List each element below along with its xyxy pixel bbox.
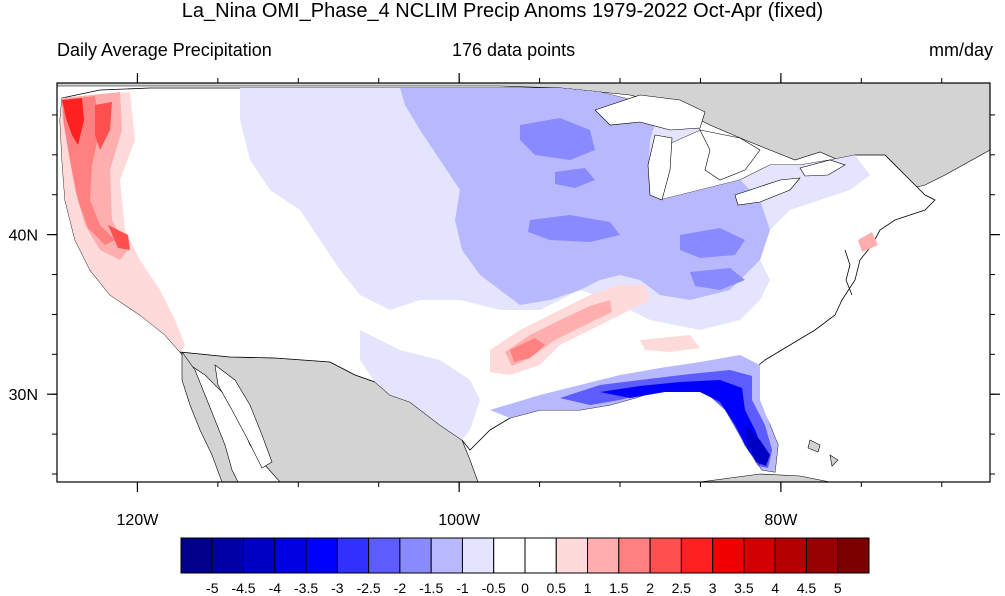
colorbar-swatch <box>430 537 463 574</box>
bahamas-islands <box>807 439 839 467</box>
chesapeake-bay <box>844 249 853 296</box>
cuba-island <box>699 473 831 482</box>
lake-huron <box>699 129 761 181</box>
colorbar-swatch <box>649 537 682 574</box>
colorbar-label: -4 <box>269 580 282 596</box>
colorbar-swatch <box>243 537 276 574</box>
colorbar-swatch <box>274 537 307 574</box>
colorbar-swatch <box>368 537 401 574</box>
data-count-label: 176 data points <box>452 40 576 60</box>
anomaly-blue-patch-oh <box>680 228 745 258</box>
colorbar-swatch <box>555 537 589 574</box>
y-tick-label: 30N <box>9 387 38 404</box>
anomaly-florida-darkest <box>745 425 770 466</box>
map-frame <box>56 82 991 483</box>
lake-superior <box>594 94 706 131</box>
colorbar: -5 -4.5 -4 -3.5 -3 -2.5 -2 -1.5 -1 -0.5 0 0.5 1 1.5 2 2… <box>180 537 870 596</box>
colorbar-label: 4 <box>771 580 779 596</box>
colorbar-label: -4.5 <box>231 580 255 596</box>
x-tick-label: 80W <box>764 512 798 529</box>
colorbar-label: 5 <box>834 580 842 596</box>
lake-michigan <box>647 134 673 201</box>
colorbar-swatch <box>774 537 807 574</box>
anomaly-nj-pink <box>858 232 878 252</box>
x-tick-label: 120W <box>117 512 160 529</box>
map-field <box>57 83 990 482</box>
colorbar-swatch <box>837 537 870 574</box>
colorbar-label: 3 <box>709 580 717 596</box>
map-title: La_Nina OMI_Phase_4 NCLIM Precip Anoms 1… <box>181 0 824 22</box>
colorbar-swatch <box>805 537 839 574</box>
anomaly-pale-blue-south <box>360 330 480 440</box>
colorbar-label: -5 <box>206 580 219 596</box>
colorbar-swatch <box>524 537 557 574</box>
colorbar-swatch <box>712 537 745 574</box>
colorbar-swatch <box>305 537 338 574</box>
anomaly-blue-patch-wi <box>555 168 595 188</box>
colorbar-swatch <box>493 537 526 574</box>
variable-label: Daily Average Precipitation <box>57 40 272 60</box>
colorbar-label: 1.5 <box>609 580 629 596</box>
colorbar-label: -3.5 <box>294 580 318 596</box>
colorbar-swatch <box>461 537 495 574</box>
colorbar-label: -1.5 <box>419 580 443 596</box>
canada-landmass <box>57 83 990 201</box>
colorbar-label: -3 <box>331 580 344 596</box>
colorbar-swatch <box>587 537 620 574</box>
anomaly-light-blue-midwest <box>400 88 770 305</box>
gulf-of-california <box>214 364 273 469</box>
anomaly-gulf-deep-blue <box>600 380 765 465</box>
anomaly-cascades-red <box>95 102 112 150</box>
colorbar-swatch <box>211 537 245 574</box>
colorbar-label: 0 <box>521 580 529 596</box>
colorbar-swatch <box>680 537 714 574</box>
colorbar-label: 3.5 <box>734 580 754 596</box>
anomaly-blue-patch-ky <box>690 268 745 290</box>
lake-ontario <box>799 159 846 177</box>
colorbar-swatch <box>336 537 370 574</box>
anomaly-blue-patch-ia <box>528 215 620 242</box>
colorbar-label: -2.5 <box>357 580 381 596</box>
colorbar-label: 2.5 <box>672 580 692 596</box>
anomaly-pink-band-east <box>640 335 700 352</box>
colorbar-label: 0.5 <box>547 580 567 596</box>
colorbar-swatch <box>180 537 213 574</box>
baja-california <box>181 351 239 482</box>
colorbar-label: -0.5 <box>482 580 506 596</box>
colorbar-label: -2 <box>394 580 407 596</box>
colorbar-label: 2 <box>646 580 654 596</box>
y-tick-label: 40N <box>9 228 38 245</box>
lake-erie <box>734 177 801 206</box>
colorbar-swatch <box>743 537 776 574</box>
anomaly-sierra-red <box>108 225 130 250</box>
colorbar-label: -1 <box>456 580 469 596</box>
colorbar-label: 4.5 <box>797 580 817 596</box>
colorbar-swatch <box>618 537 651 574</box>
units-label: mm/day <box>928 40 993 60</box>
anomaly-pnw-deep-red <box>62 98 84 145</box>
anomaly-blue-patch-mn <box>520 118 595 160</box>
colorbar-swatch <box>399 537 432 574</box>
anomaly-red-core <box>510 338 545 362</box>
colorbar-label: 1 <box>584 580 592 596</box>
x-tick-label: 100W <box>438 512 481 529</box>
axis-ticks: 120W 100W 80W 30N 40N <box>9 73 1000 529</box>
